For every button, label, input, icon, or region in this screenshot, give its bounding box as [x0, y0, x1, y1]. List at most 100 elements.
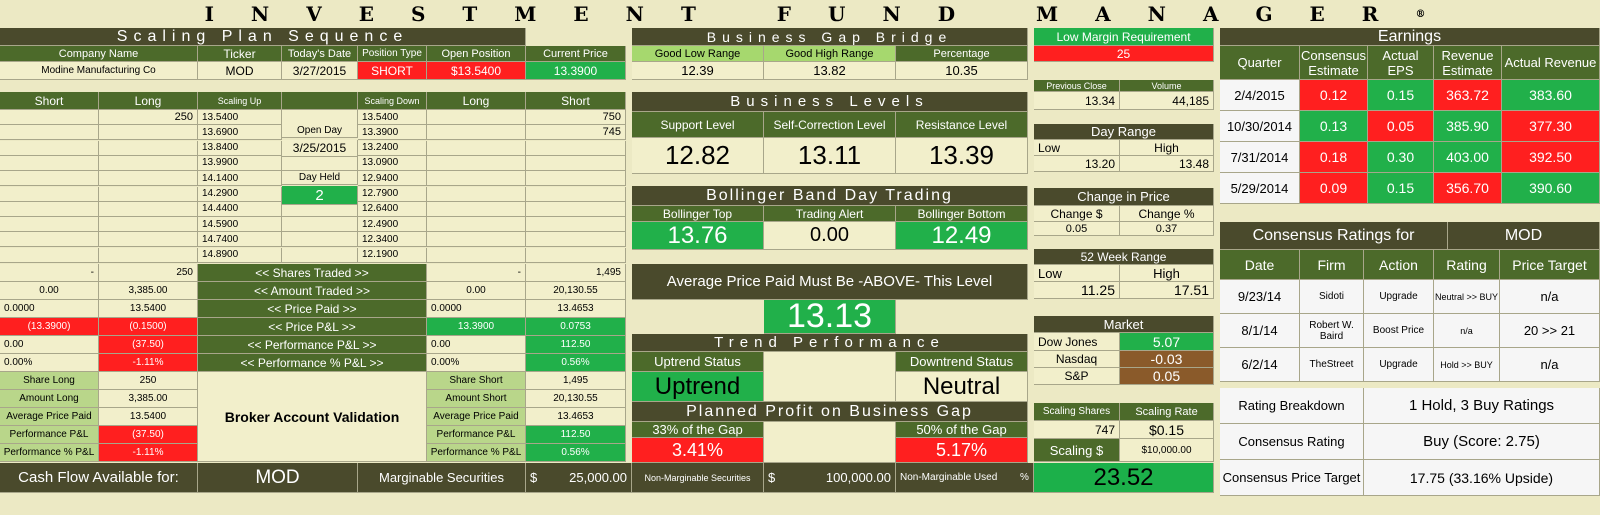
seq-long-right[interactable]: [427, 140, 526, 156]
hdr-current-price: Current Price: [526, 46, 626, 62]
seq-short-right[interactable]: [526, 171, 626, 187]
seq-short-left[interactable]: [0, 140, 99, 156]
ratings-hdr: Price Target: [1500, 250, 1600, 280]
self-correction-level-value: 13.11: [764, 138, 896, 174]
trading-alert-value: 0.00: [764, 222, 896, 250]
seq-long-right[interactable]: [427, 186, 526, 202]
profit-33-label: 33% of the Gap: [632, 422, 764, 438]
open-position[interactable]: $13.5400: [427, 62, 526, 80]
right-block-value: 13.4653: [526, 408, 626, 426]
seq-short-right[interactable]: [526, 217, 626, 233]
scaling-plan-title: Scaling Plan Sequence: [0, 28, 526, 46]
gap-hdr-percentage: Percentage: [896, 46, 1028, 62]
broker-account-validation[interactable]: Broker Account Validation: [198, 372, 427, 462]
seq-short-left[interactable]: [0, 201, 99, 217]
day-range-title: Day Range: [1034, 124, 1214, 140]
seq-long-right[interactable]: [427, 232, 526, 248]
seq-long-left[interactable]: [99, 155, 198, 171]
seq-short-right[interactable]: 745: [526, 125, 626, 141]
earnings-value: 0.30: [1368, 142, 1434, 173]
current-price[interactable]: 13.3900: [526, 62, 626, 80]
seq-long-left[interactable]: [99, 186, 198, 202]
resistance-level-label: Resistance Level: [896, 112, 1028, 138]
seq-long-right[interactable]: [427, 217, 526, 233]
seq-long-left[interactable]: 250: [99, 110, 198, 125]
seq-long-left[interactable]: [99, 232, 198, 248]
scaling-down-price: 12.6400: [358, 201, 427, 217]
volume-label: Volume: [1120, 80, 1214, 92]
seq-long-left[interactable]: [99, 171, 198, 187]
seq-short-left[interactable]: [0, 155, 99, 171]
ratings-cell: 8/1/14: [1220, 314, 1300, 348]
seq-long-left[interactable]: [99, 201, 198, 217]
seq-short-right[interactable]: [526, 247, 626, 263]
seq-short-left[interactable]: [0, 171, 99, 187]
ratings-cell: 20 >> 21: [1500, 314, 1600, 348]
right-block-label: Share Short: [427, 372, 526, 390]
seq-long-right[interactable]: [427, 155, 526, 171]
scaling-down-price: 12.1900: [358, 247, 427, 263]
seq-short-right[interactable]: [526, 201, 626, 217]
ratings-cell: 6/2/14: [1220, 348, 1300, 382]
scaling-rate-value[interactable]: $0.15: [1120, 421, 1214, 439]
ratings-cell: n/a: [1500, 280, 1600, 314]
profit-33-value: 3.41%: [632, 438, 764, 463]
seq-long-right[interactable]: [427, 247, 526, 263]
volume-value: 44,185: [1120, 92, 1214, 110]
gap-percentage-value: 10.35: [896, 62, 1028, 80]
seq-short-left[interactable]: [0, 110, 99, 125]
gap-hdr-high: Good High Range: [764, 46, 896, 62]
left-block-label: Performance P&L: [0, 426, 99, 444]
bollinger-bottom-label: Bollinger Bottom: [896, 206, 1028, 222]
prev-close-value: 13.34: [1034, 92, 1120, 110]
summary-label: << Performance % P&L >>: [198, 354, 427, 372]
low-margin-value[interactable]: 25: [1034, 46, 1214, 62]
seq-long-left[interactable]: [99, 217, 198, 233]
earnings-quarter: 10/30/2014: [1220, 111, 1300, 142]
seq-long-right[interactable]: [427, 171, 526, 187]
ratings-cell: n/a: [1434, 314, 1500, 348]
seq-short-right[interactable]: [526, 155, 626, 171]
scaling-down-price: 12.7900: [358, 186, 427, 202]
position-type[interactable]: SHORT: [358, 62, 427, 80]
seq-long-right[interactable]: [427, 110, 526, 125]
week52-high-value: 17.51: [1120, 282, 1214, 299]
todays-date[interactable]: 3/27/2015: [282, 62, 358, 80]
seq-short-left[interactable]: [0, 186, 99, 202]
self-correction-level-label: Self-Correction Level: [764, 112, 896, 138]
seq-long-right[interactable]: [427, 201, 526, 217]
scaling-shares-value[interactable]: 747: [1034, 421, 1120, 439]
trading-alert-label: Trading Alert: [764, 206, 896, 222]
scaling-up-price: 13.9900: [198, 155, 282, 171]
prev-close-label: Previous Close: [1034, 80, 1120, 92]
right-block-label: Performance % P&L: [427, 444, 526, 462]
ticker-value[interactable]: MOD: [198, 62, 282, 80]
seq-short-left[interactable]: [0, 232, 99, 248]
seq-short-left[interactable]: [0, 217, 99, 233]
seq-short-right[interactable]: [526, 232, 626, 248]
gap-hdr-low: Good Low Range: [632, 46, 764, 62]
company-name[interactable]: Modine Manufacturing Co: [0, 62, 198, 80]
marginable-value[interactable]: 25,000.00: [544, 463, 632, 493]
seq-short-left[interactable]: [0, 247, 99, 263]
scaling-dollar-value[interactable]: $10,000.00: [1120, 439, 1214, 462]
seq-long-left[interactable]: [99, 247, 198, 263]
non-marginable-value[interactable]: 100,000.00: [782, 463, 896, 493]
seq-long-left[interactable]: [99, 140, 198, 156]
non-marginable-label: Non-Marginable Securities: [632, 463, 764, 493]
summary-long-right: 0.00: [427, 282, 526, 300]
earnings-title: Earnings: [1220, 28, 1600, 46]
seq-short-left[interactable]: [0, 125, 99, 141]
change-pct-label: Change %: [1120, 206, 1214, 222]
seq-long-left[interactable]: [99, 125, 198, 141]
seq-short-right[interactable]: [526, 186, 626, 202]
summary-label: << Performance P&L >>: [198, 336, 427, 354]
seq-hdr-short-right: Short: [526, 92, 626, 110]
seq-short-right[interactable]: 750: [526, 110, 626, 125]
seq-short-right[interactable]: [526, 140, 626, 156]
open-day-value[interactable]: 3/25/2015: [282, 140, 358, 157]
ratings-cell: Upgrade: [1364, 280, 1434, 314]
hdr-position-type: Position Type: [358, 46, 427, 62]
seq-long-right[interactable]: [427, 125, 526, 141]
ratings-cell: n/a: [1500, 348, 1600, 382]
